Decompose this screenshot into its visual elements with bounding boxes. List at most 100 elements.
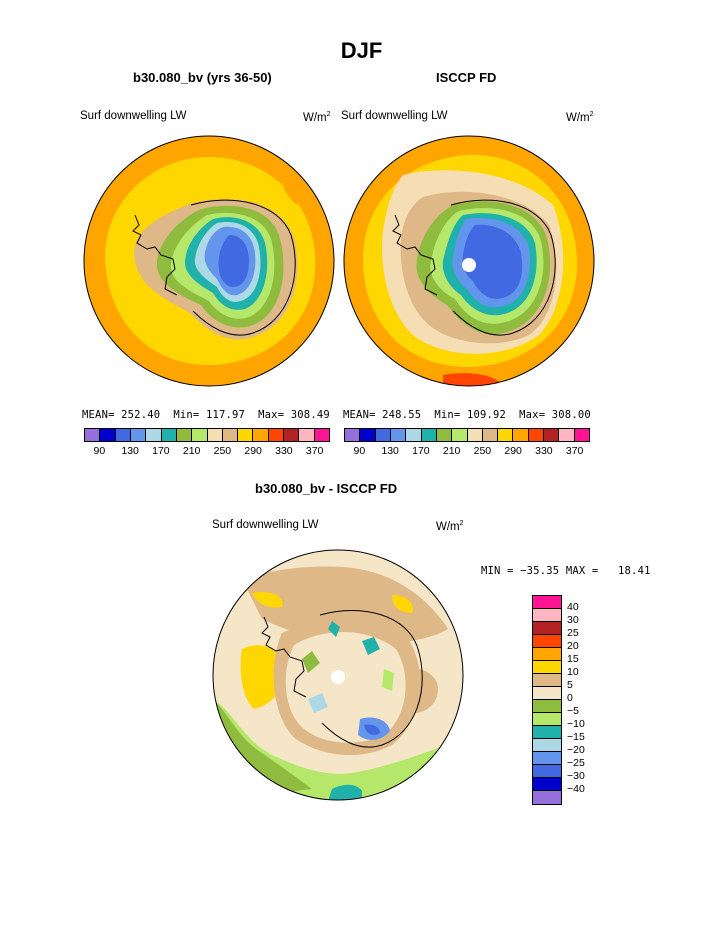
colorbar-tick-label: 90 <box>93 445 106 457</box>
colorbar-tick-label: 210 <box>442 445 461 457</box>
colorbar-tick-label: 25 <box>567 627 579 639</box>
colorbar-swatch <box>253 429 269 441</box>
panel-left-max: 308.49 <box>290 409 330 421</box>
diff-max: 18.41 <box>618 565 651 577</box>
colorbar-swatch <box>146 429 162 441</box>
colorbar-tick-label: 170 <box>412 445 430 457</box>
colorbar-swatch <box>533 752 561 765</box>
panel-right-max: 308.00 <box>551 409 591 421</box>
colorbar-tick-label: 10 <box>567 666 579 678</box>
colorbar-swatch <box>533 609 561 622</box>
colorbar-tick-label: 250 <box>473 445 492 457</box>
colorbar-tick-label: 170 <box>152 445 170 457</box>
colorbar-swatch <box>207 429 223 441</box>
colorbar-tick-label: 0 <box>567 692 573 704</box>
colorbar-tick-label: 370 <box>565 445 584 457</box>
panel-right-variable: Surf downwelling LW <box>341 110 448 122</box>
colorbar-tick-label: −15 <box>567 731 585 743</box>
colorbar-swatch <box>574 429 589 441</box>
colorbar-swatch <box>533 674 561 687</box>
map-right <box>343 135 595 387</box>
colorbar-swatch <box>533 635 561 648</box>
colorbar-swatch <box>375 429 391 441</box>
colorbar-swatch <box>533 739 561 752</box>
colorbar-swatch <box>528 429 545 441</box>
colorbar-tick-label: −40 <box>567 783 585 795</box>
diff-stats: MIN = −35.35 MAX = 18.41 <box>481 565 651 577</box>
colorbar-swatch <box>533 687 561 700</box>
colorbar-swatch <box>533 713 561 726</box>
panel-right-min: 109.92 <box>466 409 507 421</box>
colorbar-swatch <box>544 429 560 441</box>
panel-left-units: W/m2 <box>303 111 331 124</box>
colorbar-swatch <box>452 429 468 441</box>
colorbar-tick-label: −20 <box>567 744 585 756</box>
colorbar-tick-label: 370 <box>305 445 324 457</box>
colorbar-tick-label: 130 <box>381 445 399 457</box>
colorbar-swatch <box>533 700 561 713</box>
colorbar-tick-label: −10 <box>567 718 585 730</box>
colorbar-tick-label: 290 <box>244 445 262 457</box>
colorbar-swatch <box>533 648 561 661</box>
panel-left-stats: MEAN= 252.40 Min= 117.97 Max= 308.49 <box>82 409 330 421</box>
colorbar-tick-label: 250 <box>213 445 232 457</box>
map-diff <box>212 549 464 801</box>
colorbar-tick-label: 330 <box>535 445 553 457</box>
colorbar-swatch <box>533 726 561 739</box>
colorbar-tick-label: −30 <box>567 770 585 782</box>
diff-units: W/m2 <box>436 520 464 533</box>
colorbar-swatch <box>559 429 575 441</box>
colorbar-tick-label: −25 <box>567 757 585 769</box>
colorbar-tick-label: 5 <box>567 679 573 691</box>
colorbar-swatch <box>192 429 208 441</box>
colorbar-tick-label: 330 <box>275 445 293 457</box>
colorbar-tick-label: 130 <box>121 445 139 457</box>
page-title: DJF <box>340 38 383 63</box>
colorbar-tick-label: 30 <box>567 614 579 626</box>
colorbar-swatch <box>390 429 407 441</box>
colorbar-swatch <box>533 596 561 609</box>
colorbar-swatch <box>222 429 239 441</box>
colorbar-swatch <box>513 429 529 441</box>
colorbar-diff <box>532 595 562 805</box>
colorbar-swatch <box>100 429 116 441</box>
colorbar-swatch <box>421 429 437 441</box>
colorbar-swatch <box>533 765 561 778</box>
diff-min: −35.35 <box>520 565 560 577</box>
colorbar-swatch <box>130 429 147 441</box>
panel-right-title: ISCCP FD <box>436 70 497 85</box>
colorbar-tick-label: 90 <box>353 445 366 457</box>
colorbar-swatch <box>406 429 422 441</box>
colorbar-swatch <box>467 429 483 441</box>
colorbar-swatch <box>533 778 561 791</box>
colorbar-swatch <box>533 791 561 804</box>
colorbar-swatch <box>299 429 315 441</box>
colorbar-tick-label: 15 <box>567 653 579 665</box>
diff-title: b30.080_bv - ISCCP FD <box>255 481 398 496</box>
colorbar-tick-label: 20 <box>567 640 579 652</box>
colorbar-swatch <box>314 429 329 441</box>
colorbar-swatch <box>345 429 361 441</box>
colorbar-swatch <box>482 429 499 441</box>
colorbar-swatch <box>238 429 254 441</box>
colorbar-left <box>84 428 330 442</box>
map-left <box>83 135 335 387</box>
panel-right-mean: 248.55 <box>382 409 422 421</box>
panel-left-variable: Surf downwelling LW <box>80 110 187 122</box>
colorbar-tick-label: 210 <box>182 445 201 457</box>
colorbar-swatch <box>85 429 101 441</box>
panel-right-stats: MEAN= 248.55 Min= 109.92 Max= 308.00 <box>343 409 591 421</box>
colorbar-swatch <box>498 429 514 441</box>
panel-left-mean: 252.40 <box>121 409 161 421</box>
colorbar-tick-label: −5 <box>567 705 579 717</box>
colorbar-swatch <box>284 429 300 441</box>
colorbar-swatch <box>115 429 131 441</box>
panel-left-title: b30.080_bv (yrs 36-50) <box>133 70 272 85</box>
panel-left-min: 117.97 <box>205 409 246 421</box>
colorbar-swatch <box>176 429 193 441</box>
colorbar-swatch <box>268 429 285 441</box>
colorbar-swatch <box>161 429 177 441</box>
colorbar-swatch <box>533 622 561 635</box>
colorbar-swatch <box>360 429 376 441</box>
colorbar-tick-label: 40 <box>567 601 579 613</box>
